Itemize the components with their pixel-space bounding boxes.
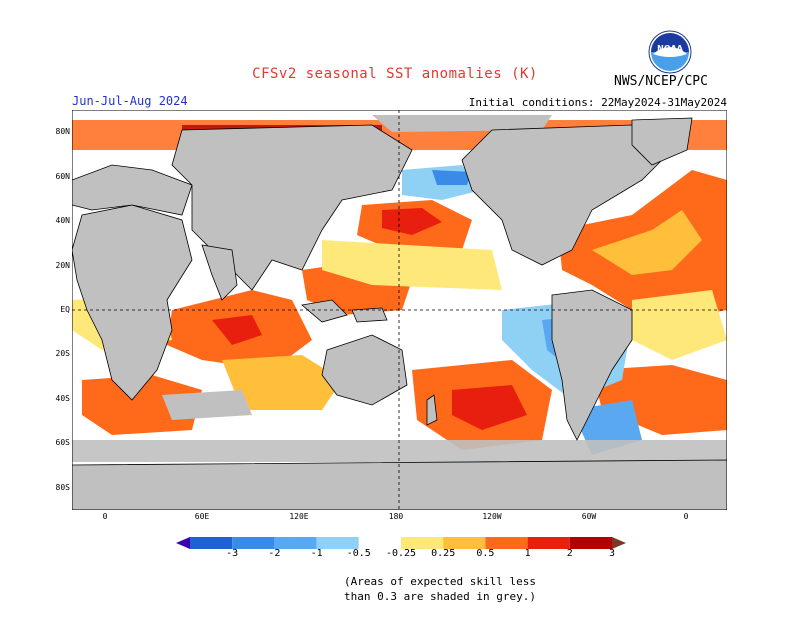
- anomaly-patches: [72, 115, 727, 462]
- forecast-period: Jun-Jul-Aug 2024: [72, 94, 188, 108]
- colorbar-segment: [485, 537, 528, 549]
- colorbar-segment: [316, 537, 359, 549]
- logo-text: NOAA: [657, 44, 683, 53]
- lon-label: 120E: [289, 512, 309, 521]
- lon-label: 60E: [194, 512, 210, 521]
- colorbar-end-low: [176, 537, 190, 549]
- colorbar-tick-label: 0.5: [476, 548, 495, 559]
- footnote-line: than 0.3 are shaded in grey.): [343, 590, 537, 603]
- colorbar-tick-label: 2: [566, 548, 573, 559]
- colorbar-segment: [190, 537, 233, 549]
- lon-label: 0: [102, 512, 108, 521]
- lon-label: 0: [683, 512, 689, 521]
- colorbar-end-high: [612, 537, 626, 549]
- lon-label: 180: [388, 512, 404, 521]
- colorbar-segment: [401, 537, 444, 549]
- lat-label: EQ: [60, 305, 70, 314]
- colorbar-tick-label: 3: [608, 548, 616, 559]
- colorbar: [176, 537, 626, 549]
- lat-label: 60S: [55, 438, 70, 447]
- organization-label: NWS/NCEP/CPC: [614, 74, 708, 89]
- footnote: (Areas of expected skill less than 0.3 a…: [330, 574, 550, 604]
- colorbar-segment: [274, 537, 317, 549]
- lat-label: 20N: [55, 261, 70, 270]
- sst-anomaly-map: [72, 110, 727, 510]
- colorbar-tick-label: 0.25: [431, 548, 456, 559]
- colorbar-tick-label: -0.5: [346, 548, 371, 559]
- footnote-line: (Areas of expected skill less: [343, 575, 537, 588]
- noaa-logo: NOAA: [648, 30, 692, 74]
- lat-label: 80S: [55, 483, 70, 492]
- lat-label: 60N: [55, 172, 70, 181]
- colorbar-segment: [443, 537, 486, 549]
- lat-label: 40N: [55, 216, 70, 225]
- colorbar-segment: [527, 537, 570, 549]
- colorbar-tick-label: -3: [226, 548, 239, 559]
- colorbar-tick-label: -2: [268, 548, 281, 559]
- lat-label: 20S: [55, 349, 70, 358]
- lat-label: 80N: [55, 127, 70, 136]
- lon-label: 120W: [482, 512, 502, 521]
- colorbar-segments: [176, 537, 626, 549]
- colorbar-tick-label: -1: [310, 548, 323, 559]
- colorbar-segment: [358, 537, 401, 549]
- colorbar-segment: [569, 537, 612, 549]
- colorbar-segment: [232, 537, 275, 549]
- lon-label: 60W: [581, 512, 597, 521]
- land-masses: [72, 117, 727, 510]
- initial-conditions: Initial conditions: 22May2024-31May2024: [468, 96, 727, 109]
- colorbar-tick-label: -0.25: [385, 548, 417, 559]
- map-title: CFSv2 seasonal SST anomalies (K): [252, 66, 538, 82]
- lat-label: 40S: [55, 394, 70, 403]
- colorbar-tick-label: 1: [524, 548, 531, 559]
